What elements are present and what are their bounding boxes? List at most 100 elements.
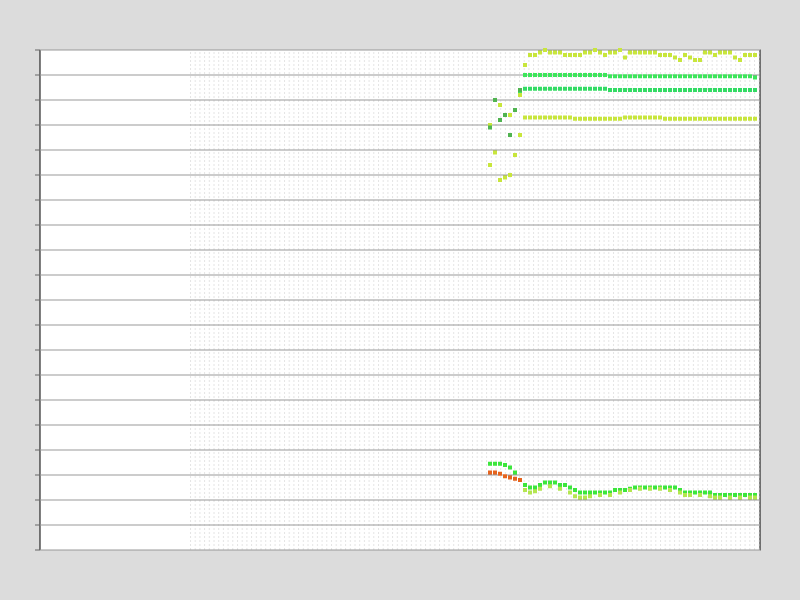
point: [658, 115, 662, 120]
point: [738, 493, 742, 497]
point: [603, 73, 607, 77]
point: [568, 53, 572, 57]
point: [513, 476, 517, 481]
point: [738, 88, 742, 92]
point: [718, 116, 722, 121]
point: [643, 115, 647, 120]
point: [633, 74, 637, 79]
point: [693, 490, 697, 495]
point: [493, 150, 497, 155]
point: [583, 86, 587, 91]
point: [723, 50, 727, 55]
point: [683, 490, 687, 495]
point: [578, 86, 582, 91]
point: [533, 485, 537, 490]
point: [548, 86, 552, 91]
point: [488, 461, 492, 466]
point: [608, 493, 612, 497]
point: [558, 486, 562, 491]
point: [613, 116, 617, 121]
point: [568, 115, 572, 120]
point: [628, 50, 632, 55]
point: [733, 493, 737, 497]
point: [618, 88, 622, 92]
point: [698, 116, 702, 121]
point: [503, 175, 507, 180]
point: [703, 490, 707, 495]
point: [753, 88, 757, 92]
point: [643, 74, 647, 79]
point: [608, 88, 612, 92]
point: [568, 490, 572, 495]
point: [723, 493, 727, 497]
point: [698, 58, 702, 62]
point: [623, 88, 627, 92]
point: [538, 73, 542, 77]
point: [643, 485, 647, 490]
point: [583, 116, 587, 121]
point: [638, 74, 642, 79]
point: [573, 53, 577, 57]
point: [608, 490, 612, 495]
point: [738, 495, 742, 500]
point: [663, 74, 667, 79]
point: [578, 53, 582, 57]
point: [603, 53, 607, 57]
point: [603, 490, 607, 495]
point: [753, 493, 757, 497]
point: [648, 88, 652, 92]
point: [688, 74, 692, 79]
point: [548, 73, 552, 77]
point: [498, 461, 502, 466]
point: [603, 86, 607, 91]
point: [693, 88, 697, 92]
point: [748, 495, 752, 500]
point: [553, 73, 557, 77]
point: [528, 485, 532, 490]
point: [498, 118, 502, 122]
point: [683, 88, 687, 92]
point: [568, 73, 572, 77]
point: [713, 495, 717, 500]
point: [488, 123, 492, 127]
point: [668, 88, 672, 92]
point: [678, 74, 682, 79]
point: [733, 55, 737, 60]
point: [753, 495, 757, 500]
point: [658, 486, 662, 491]
point: [578, 73, 582, 77]
point: [598, 490, 602, 495]
point: [753, 116, 757, 121]
point: [488, 163, 492, 167]
point: [523, 86, 527, 91]
point: [508, 173, 512, 177]
point: [508, 465, 512, 470]
point: [588, 86, 592, 91]
point: [748, 74, 752, 79]
point: [543, 48, 547, 52]
point: [713, 493, 717, 497]
point: [593, 116, 597, 121]
point: [583, 490, 587, 495]
point: [708, 116, 712, 121]
point: [543, 73, 547, 77]
point: [633, 50, 637, 55]
point: [593, 86, 597, 91]
point: [518, 93, 522, 97]
point: [518, 133, 522, 137]
point: [703, 74, 707, 79]
point: [543, 480, 547, 485]
point: [538, 50, 542, 55]
point: [613, 488, 617, 492]
point: [748, 88, 752, 92]
point: [563, 483, 567, 487]
point: [513, 108, 517, 112]
point: [533, 489, 537, 494]
point: [728, 50, 732, 55]
point: [618, 74, 622, 79]
point: [578, 490, 582, 495]
point: [653, 74, 657, 79]
point: [533, 53, 537, 57]
point: [648, 486, 652, 491]
